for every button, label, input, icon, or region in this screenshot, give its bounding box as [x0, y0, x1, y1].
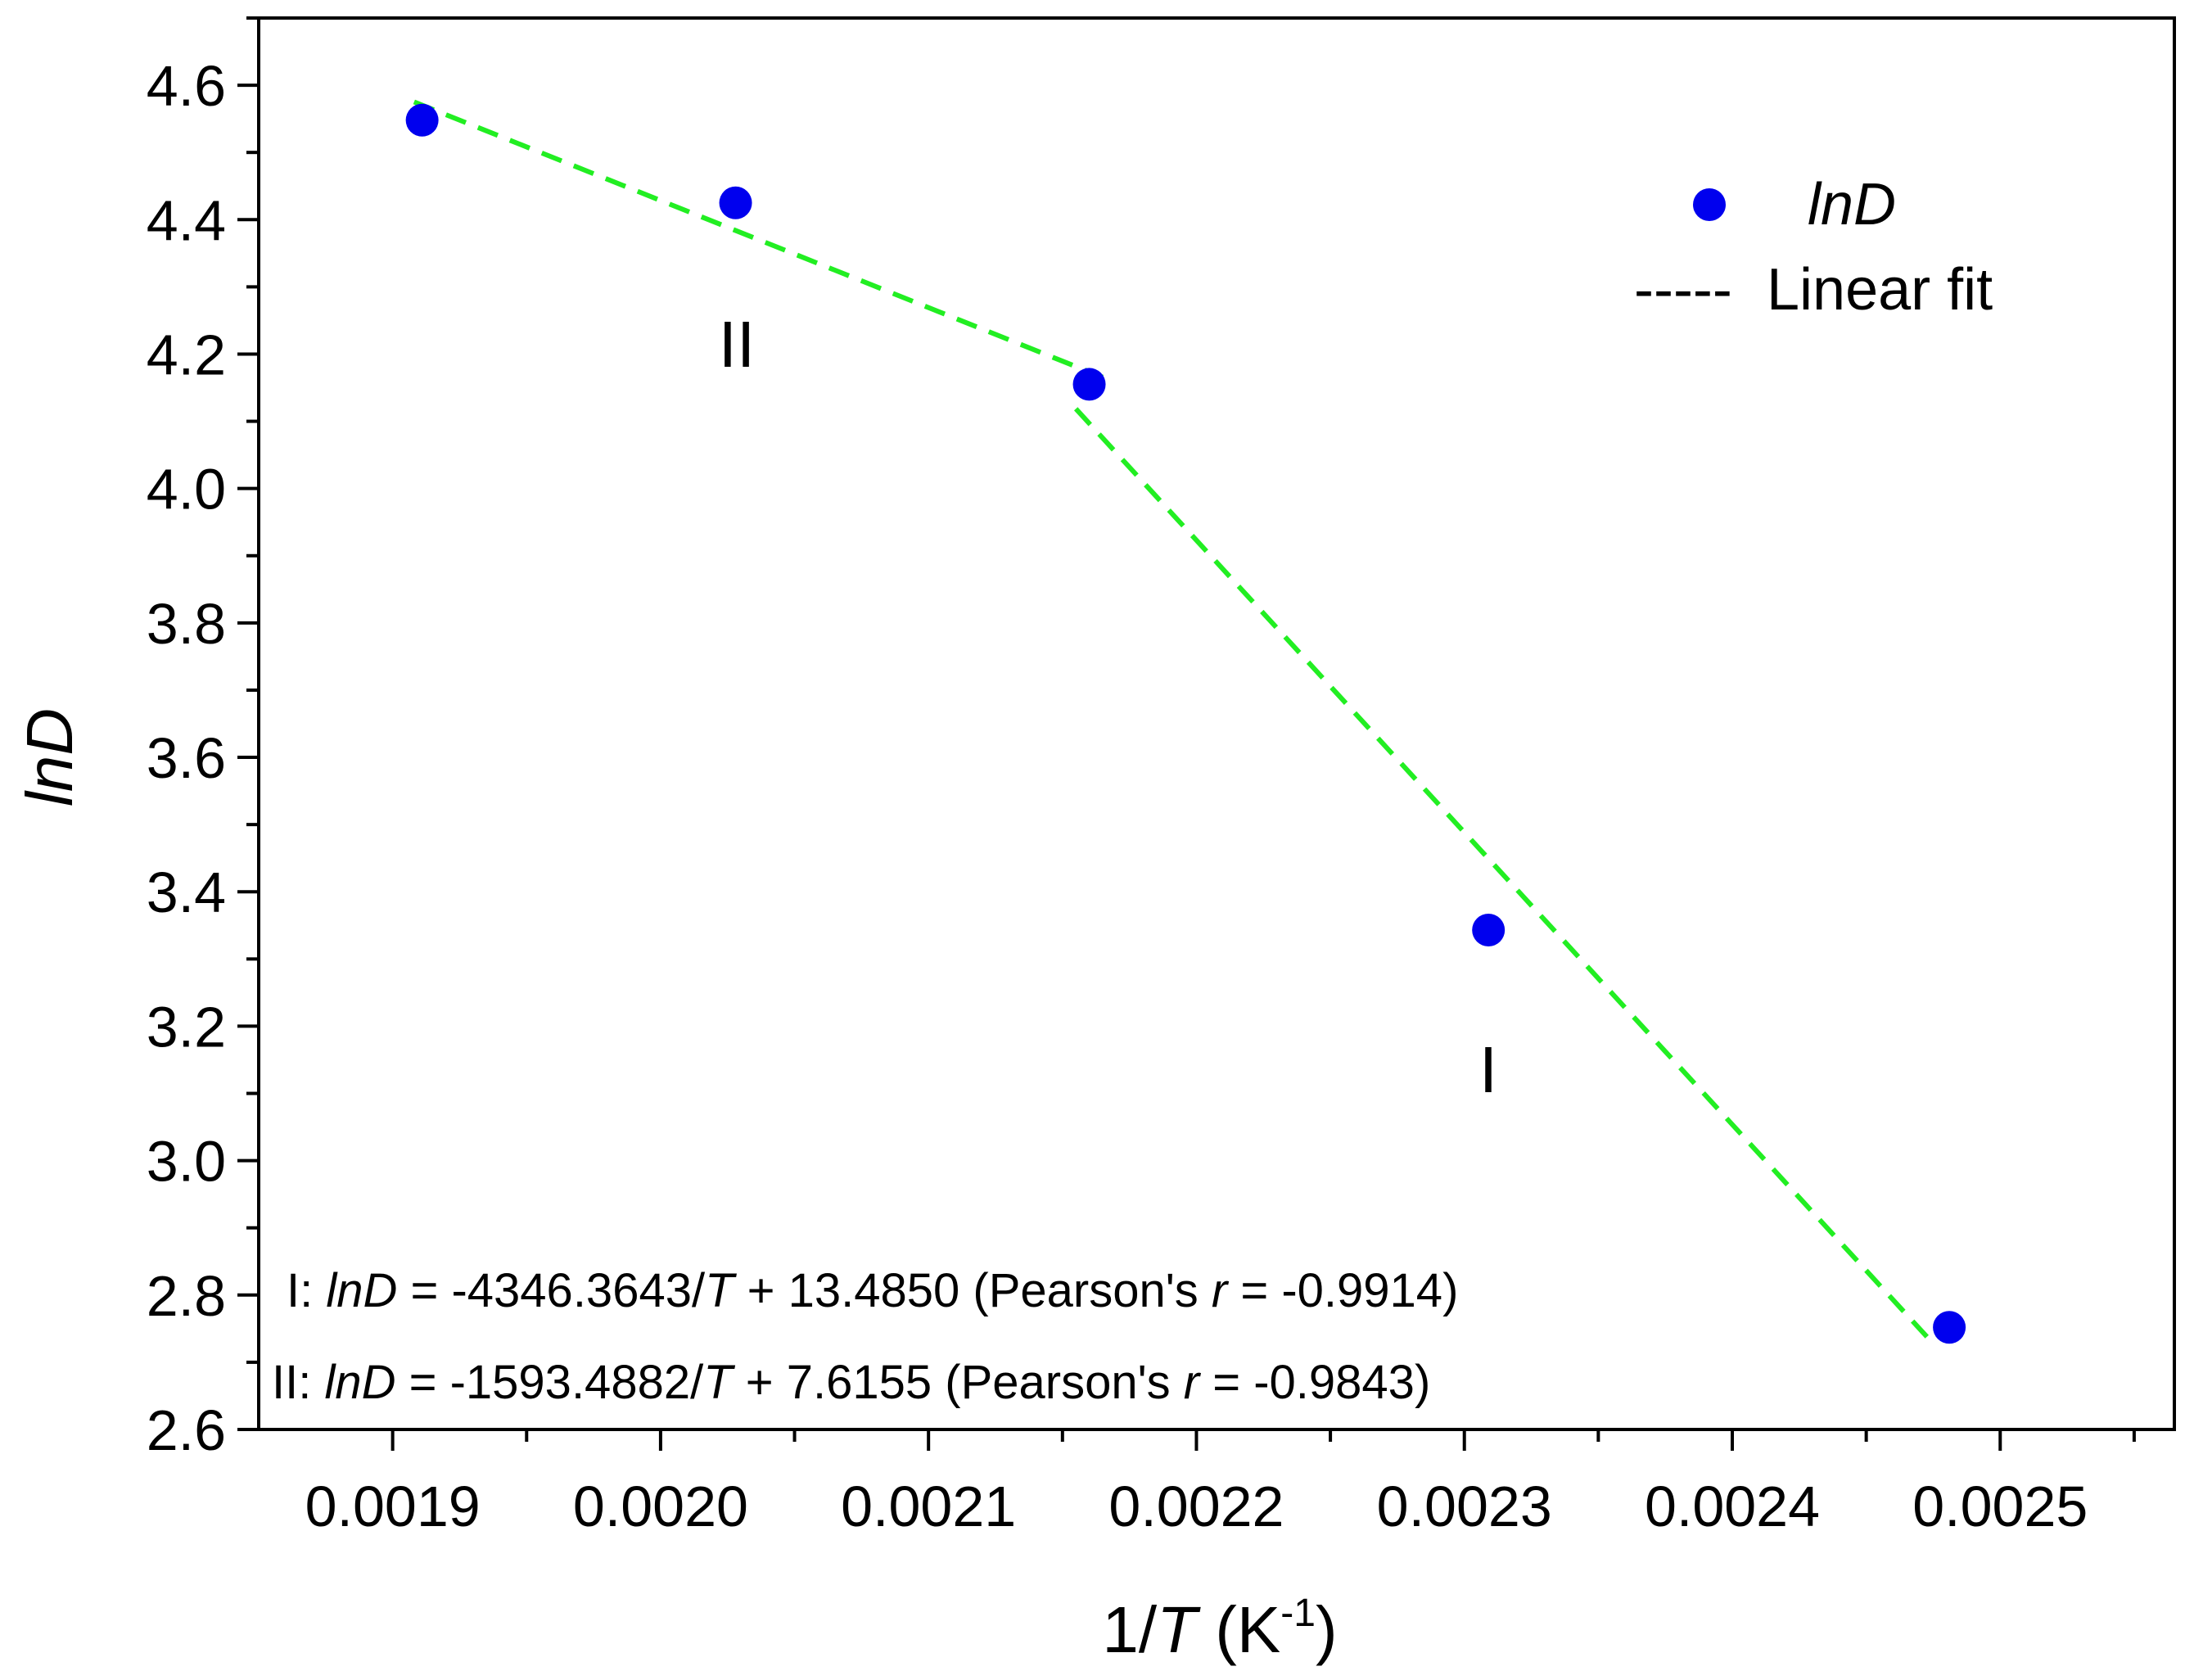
y-tick-label: 3.4: [147, 860, 226, 924]
legend-line-symbol: -----: [1634, 257, 1732, 323]
x-tick-label: 0.0024: [1645, 1475, 1820, 1538]
x-tick-label: 0.0023: [1377, 1475, 1552, 1538]
x-axis-title: 1/T (K-1): [1102, 1592, 1337, 1666]
y-tick-label: 4.6: [147, 54, 226, 118]
linear-fit-line-i: [1073, 407, 1935, 1346]
y-axis: 2.6 2.8 3.0 3.2 3.4 3.6 3.8 4.0 4.2 4.4 4.6: [147, 16, 259, 1462]
y-tick-label: 4.2: [147, 323, 226, 386]
legend-label-lnd: lnD: [1808, 172, 1896, 237]
x-tick-label: 0.0022: [1108, 1475, 1284, 1538]
x-tick-label: 0.0019: [305, 1475, 481, 1538]
data-point: [1933, 1311, 1966, 1344]
equation-fit-ii: II: lnD = -1593.4882/T + 7.6155 (Pearson…: [272, 1356, 1430, 1409]
data-point: [405, 103, 439, 137]
region-label-i: I: [1479, 1033, 1497, 1106]
plot-area-border: [257, 16, 2176, 1431]
y-tick-label: 3.2: [147, 995, 226, 1059]
legend: lnD ----- Linear fit: [1634, 172, 1993, 323]
x-tick-label: 0.0020: [573, 1475, 748, 1538]
x-axis: 0.0019 0.0020 0.0021 0.0022 0.0023 0.0024 0.00…: [305, 1429, 2136, 1538]
y-axis-title: lnD: [13, 708, 86, 806]
legend-marker-lnd: [1693, 188, 1726, 221]
x-tick-label: 0.0021: [841, 1475, 1016, 1538]
data-point: [1072, 368, 1106, 401]
data-point: [719, 186, 752, 219]
legend-label-linear-fit: Linear fit: [1767, 257, 1993, 323]
data-points: [405, 103, 1966, 1344]
equation-fit-i: I: lnD = -4346.3643/T + 13.4850 (Pearson…: [287, 1264, 1458, 1317]
y-tick-label: 2.6: [147, 1398, 226, 1462]
x-tick-label: 0.0025: [1912, 1475, 2088, 1538]
y-tick-label: 2.8: [147, 1264, 226, 1328]
y-tick-label: 4.4: [147, 188, 226, 252]
linear-fit-lines: [413, 99, 1935, 1346]
plot-frame: [257, 16, 2176, 1431]
y-tick-label: 3.6: [147, 726, 226, 790]
y-tick-label: 3.8: [147, 592, 226, 656]
region-label-ii: II: [719, 308, 755, 381]
y-tick-label: 3.0: [147, 1130, 226, 1194]
data-point: [1472, 914, 1506, 947]
y-tick-label: 4.0: [147, 458, 226, 522]
linear-fit-line-ii: [413, 99, 1104, 380]
